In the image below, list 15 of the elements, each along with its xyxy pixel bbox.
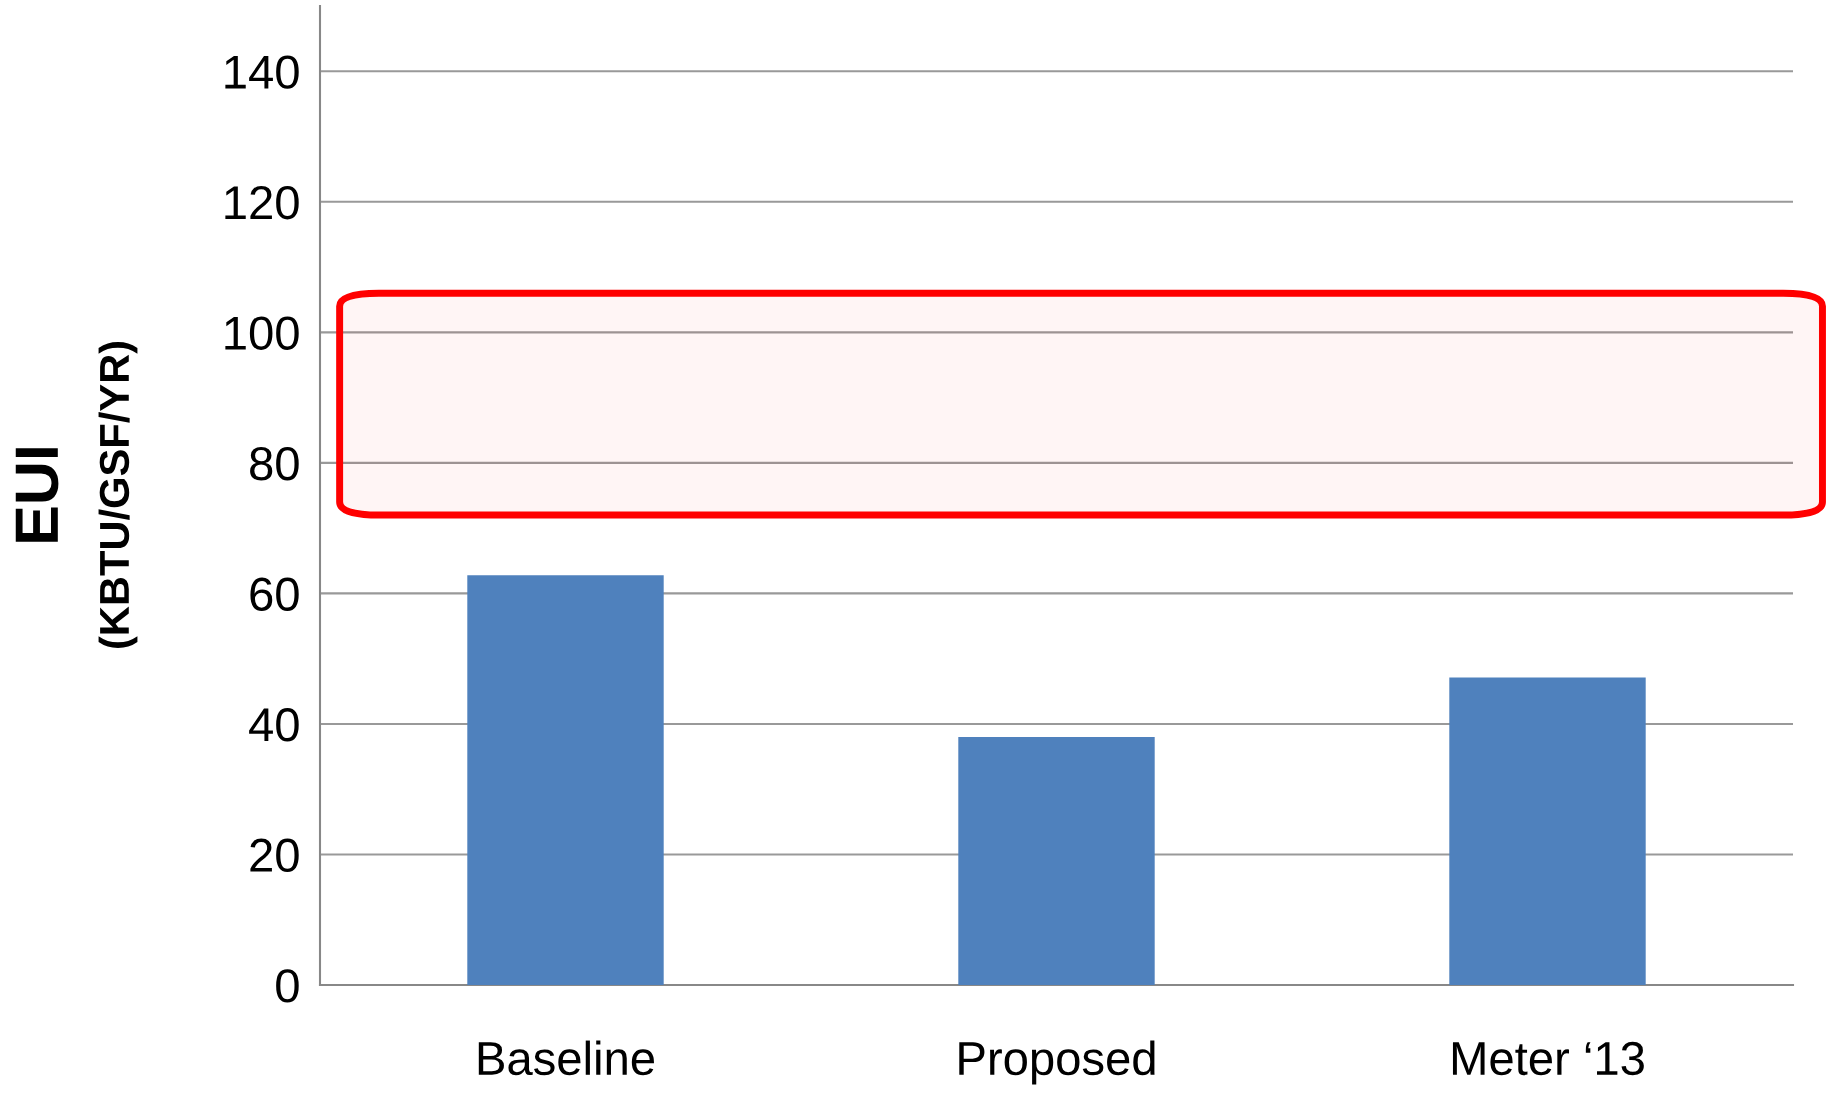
- x-tick-label: Baseline: [478, 1040, 654, 1076]
- x-tick-label: Meter ‘13: [1452, 1041, 1644, 1076]
- y-axis-title: EUI (KBTU/GSF/YR): [15, 341, 138, 648]
- y-tick-label: 0: [276, 969, 299, 1003]
- x-tick-label: Proposed: [959, 1040, 1155, 1085]
- y-tick-label: 20: [250, 838, 299, 873]
- y-tick-label: 140: [225, 55, 299, 89]
- y-tick-label: 60: [250, 577, 299, 611]
- bar: [1449, 677, 1646, 985]
- bar: [958, 736, 1155, 985]
- y-tick-label: 120: [225, 185, 299, 220]
- bar: [467, 575, 664, 985]
- y-tick-label: 100: [225, 316, 299, 350]
- y-tick-label: 80: [250, 447, 299, 481]
- y-tick-label: 40: [249, 708, 299, 742]
